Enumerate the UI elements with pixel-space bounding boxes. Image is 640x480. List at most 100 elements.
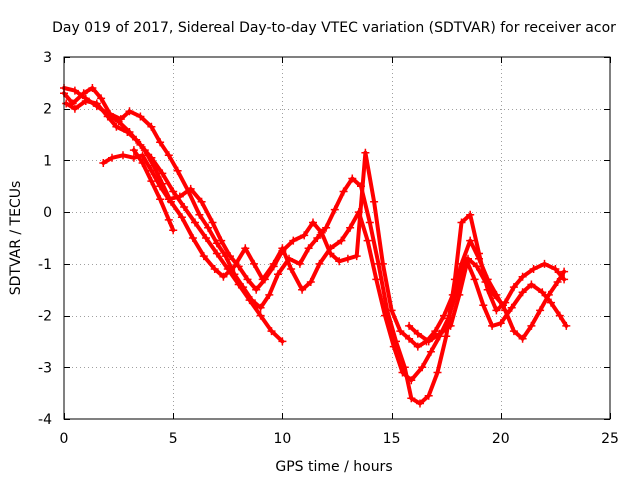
series-layer (60, 84, 571, 408)
data-point (158, 169, 167, 178)
data-point (466, 236, 475, 245)
data-point (138, 159, 147, 167)
data-point (309, 218, 317, 227)
data-point (180, 203, 189, 211)
data-point (129, 153, 138, 162)
data-point (234, 280, 243, 289)
data-point (136, 112, 145, 121)
data-point (204, 223, 213, 232)
data-point (260, 275, 269, 284)
data-point (252, 285, 261, 294)
data-point (114, 117, 123, 126)
data-point (156, 195, 165, 204)
data-point (547, 298, 555, 307)
data-point (426, 347, 435, 356)
data-point (544, 290, 553, 299)
y-tick-label: -2 (38, 309, 52, 325)
data-point (479, 301, 488, 310)
data-point (501, 306, 510, 315)
data-point (197, 197, 206, 206)
data-point (346, 223, 355, 232)
data-point (378, 259, 387, 268)
data-point (496, 319, 505, 328)
data-point (499, 301, 507, 310)
data-point (315, 259, 324, 268)
data-point (147, 177, 156, 186)
data-point (398, 368, 407, 377)
data-point (424, 391, 433, 400)
data-point (407, 394, 416, 403)
data-point (337, 236, 346, 245)
data-point (256, 303, 265, 312)
data-point (518, 272, 527, 281)
data-point (169, 187, 178, 196)
y-tick-label: 2 (43, 102, 52, 118)
series-line (101, 150, 567, 349)
series-line (62, 86, 567, 406)
data-point (191, 218, 199, 227)
data-point (195, 210, 204, 219)
data-point (81, 94, 90, 103)
x-tick-label: 5 (169, 431, 178, 447)
y-tick-label: 3 (43, 50, 52, 66)
data-point (298, 285, 307, 294)
data-point (274, 270, 282, 279)
data-point (446, 321, 455, 330)
data-point (156, 182, 165, 191)
data-point (119, 151, 127, 160)
data-point (169, 226, 178, 235)
data-point (287, 265, 296, 273)
data-point (278, 246, 287, 255)
x-tick-label: 25 (601, 431, 619, 447)
x-tick-label: 20 (492, 431, 510, 447)
data-point (164, 195, 173, 204)
data-point (300, 231, 309, 240)
data-point (551, 265, 560, 273)
y-tick-label: -4 (38, 412, 52, 428)
data-point (464, 254, 472, 263)
data-point (396, 327, 405, 336)
data-point (317, 228, 326, 237)
data-point (370, 197, 379, 206)
x-axis-label: GPS time / hours (275, 459, 392, 475)
data-point (490, 290, 499, 299)
data-point (269, 262, 278, 271)
data-point (208, 218, 217, 227)
data-point (440, 311, 448, 320)
y-tick-label: -3 (38, 360, 52, 376)
data-point (488, 321, 497, 330)
data-point (164, 215, 173, 224)
data-point (348, 174, 357, 183)
data-point (553, 278, 562, 286)
data-point (223, 265, 232, 273)
data-point (413, 342, 422, 351)
data-point (278, 337, 287, 346)
data-point (304, 244, 313, 253)
data-point (250, 259, 258, 268)
data-point (92, 102, 101, 111)
series-track-6 (405, 254, 507, 346)
plot-frame (63, 56, 611, 420)
data-point (243, 275, 252, 284)
data-point (88, 84, 97, 92)
data-point (435, 329, 444, 338)
data-point (538, 288, 547, 297)
data-point (416, 399, 424, 408)
data-point (365, 218, 374, 227)
data-point (472, 262, 481, 271)
data-point (413, 329, 422, 338)
series-track-5 (129, 146, 178, 235)
data-point (405, 334, 414, 343)
data-point (431, 327, 440, 336)
chart-title: Day 019 of 2017, Sidereal Day-to-day VTE… (52, 20, 616, 36)
data-point (475, 254, 483, 263)
data-point (289, 236, 298, 245)
data-point (339, 187, 348, 196)
data-point (112, 122, 121, 131)
data-point (433, 368, 442, 377)
data-point (295, 259, 304, 268)
data-point (372, 275, 381, 284)
data-point (326, 249, 335, 258)
data-point (147, 122, 156, 131)
data-point (313, 234, 322, 242)
